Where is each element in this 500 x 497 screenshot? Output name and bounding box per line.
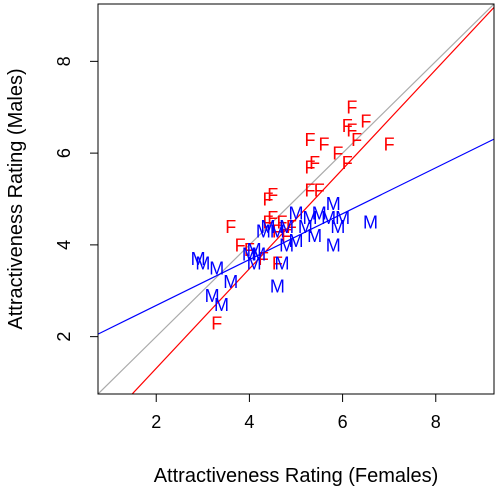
point-f: F	[286, 217, 297, 237]
y-tick-label: 4	[54, 240, 74, 250]
point-f: F	[235, 235, 246, 255]
point-m: M	[191, 249, 206, 269]
point-m: M	[261, 217, 276, 237]
point-m: M	[330, 217, 345, 237]
point-f: F	[309, 153, 320, 173]
point-m: M	[321, 208, 336, 228]
point-f: F	[332, 144, 343, 164]
point-m: M	[289, 203, 304, 223]
x-tick-label: 6	[338, 412, 348, 432]
point-m: M	[335, 208, 350, 228]
point-f: F	[351, 130, 362, 150]
point-f: F	[304, 130, 315, 150]
point-f: F	[318, 134, 329, 154]
point-f: F	[211, 313, 222, 333]
point-f: F	[244, 240, 255, 260]
point-m: M	[214, 295, 229, 315]
point-f: F	[346, 121, 357, 141]
point-m: M	[298, 217, 313, 237]
regression-lines	[98, 4, 494, 394]
point-m: M	[279, 217, 294, 237]
fit-line	[98, 4, 494, 394]
point-m: M	[242, 245, 257, 265]
point-m: M	[275, 254, 290, 274]
x-tick-label: 2	[151, 412, 161, 432]
point-m: M	[326, 194, 341, 214]
point-m: M	[256, 222, 271, 242]
y-tick-label: 8	[54, 56, 74, 66]
point-f: F	[304, 180, 315, 200]
point-f: F	[272, 222, 283, 242]
point-m: M	[223, 272, 238, 292]
point-m: M	[270, 222, 285, 242]
point-f: F	[342, 116, 353, 136]
point-f: F	[225, 217, 236, 237]
y-axis-title: Attractiveness Rating (Males)	[5, 68, 27, 329]
point-m: M	[205, 286, 220, 306]
point-m: M	[279, 235, 294, 255]
point-f: F	[267, 185, 278, 205]
point-f: F	[272, 254, 283, 274]
point-m: M	[307, 226, 322, 246]
point-f: F	[277, 212, 288, 232]
point-m: M	[251, 245, 266, 265]
point-m: M	[289, 231, 304, 251]
point-f: F	[346, 98, 357, 118]
x-axis: 2 4 6 8	[151, 394, 441, 432]
fit-line	[131, 6, 494, 394]
point-m: M	[363, 212, 378, 232]
x-tick-label: 8	[431, 412, 441, 432]
point-f: F	[384, 134, 395, 154]
point-m: M	[247, 240, 262, 260]
point-m: M	[270, 277, 285, 297]
y-tick-label: 2	[54, 332, 74, 342]
point-f: F	[263, 190, 274, 210]
point-f: F	[281, 226, 292, 246]
point-m: M	[247, 254, 262, 274]
point-m: M	[302, 208, 317, 228]
plot-frame	[97, 3, 495, 395]
y-tick-label: 6	[54, 148, 74, 158]
point-m: M	[209, 258, 224, 278]
y-axis: 2 4 6 8	[54, 56, 98, 342]
point-f: F	[360, 112, 371, 132]
fit-line	[98, 138, 494, 335]
point-f: F	[314, 180, 325, 200]
point-m: M	[312, 203, 327, 223]
point-f: F	[267, 208, 278, 228]
point-f: F	[263, 212, 274, 232]
x-tick-label: 4	[244, 412, 254, 432]
point-f: F	[304, 157, 315, 177]
point-f: F	[342, 153, 353, 173]
x-axis-title: Attractiveness Rating (Females)	[154, 465, 439, 487]
point-m: M	[195, 254, 210, 274]
point-m: M	[326, 235, 341, 255]
point-f: F	[258, 249, 269, 269]
